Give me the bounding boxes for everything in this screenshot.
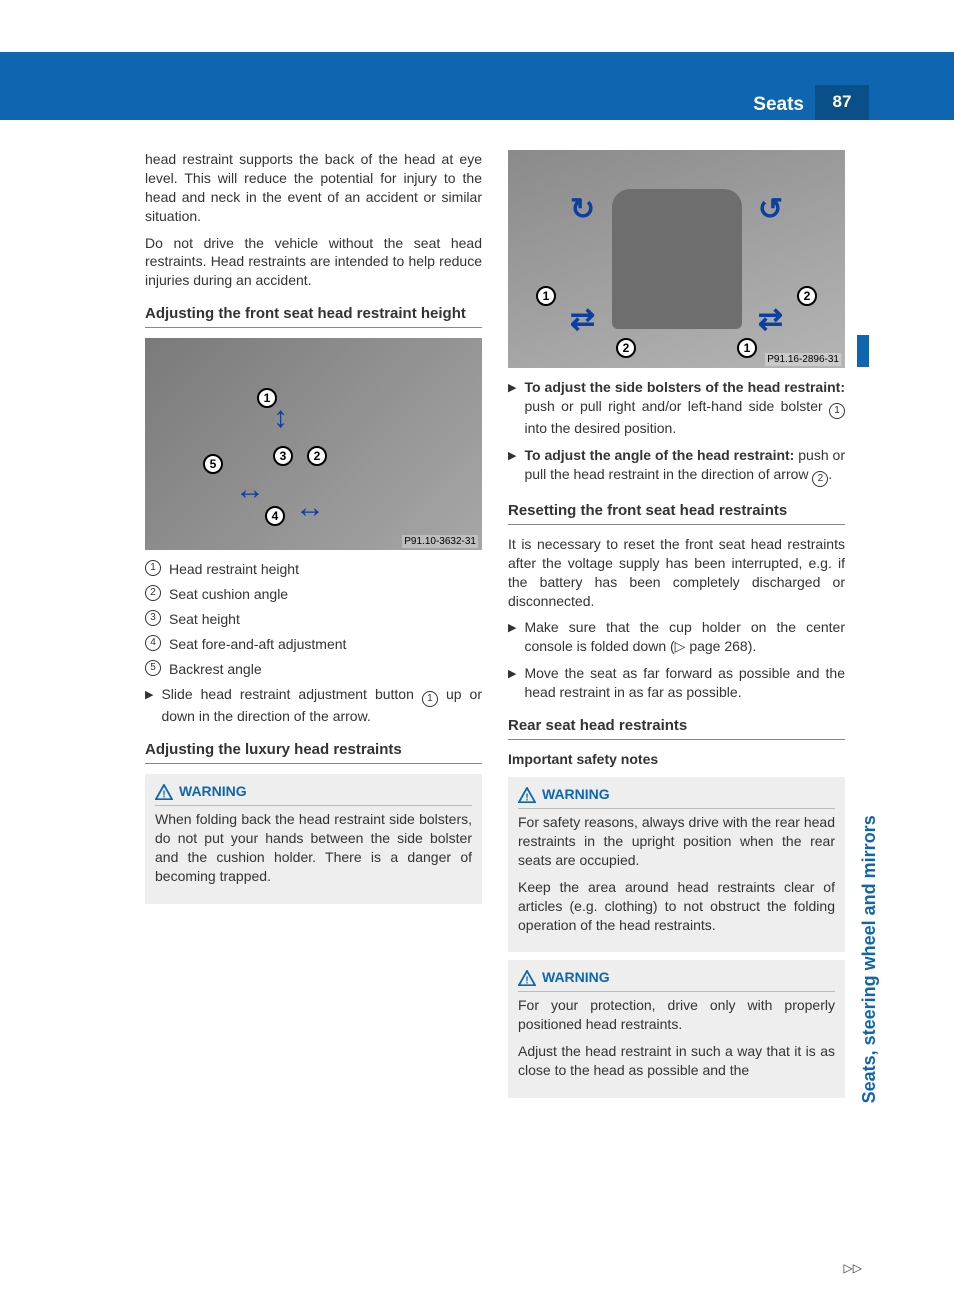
w1p1: For safety reasons, always drive with th… [518, 813, 835, 870]
triangle-icon: ▶ [508, 449, 516, 487]
heading-luxury: Adjusting the luxury head restraints [145, 740, 482, 764]
legend-4-text: Seat fore-and-aft adjustment [169, 635, 346, 654]
legend-5: 5Backrest angle [145, 660, 482, 679]
continue-icon: ▷▷ [844, 1260, 862, 1276]
warning-icon: ! [518, 787, 536, 803]
step-slide-text: Slide head restraint adjustment button 1… [161, 685, 482, 726]
heading-rear: Rear seat head restraints [508, 716, 845, 740]
b1b: push or pull right and/or left-hand side… [524, 398, 829, 414]
legend-1: 1Head restraint height [145, 560, 482, 579]
b2a: To adjust the angle of the head restrain… [524, 447, 794, 463]
step-slide: ▶ Slide head restraint adjustment button… [145, 685, 482, 726]
reset-para: It is necessary to reset the front seat … [508, 535, 845, 611]
triangle-icon: ▶ [508, 667, 516, 702]
legend-2-text: Seat cushion angle [169, 585, 288, 604]
legend-4: 4Seat fore-and-aft adjustment [145, 635, 482, 654]
warning-label: WARNING [179, 782, 247, 801]
warning-head: ! WARNING [518, 785, 835, 809]
svg-text:!: ! [525, 792, 528, 803]
reset-step-2: ▶ Move the seat as far forward as possib… [508, 664, 845, 702]
side-tab-label: Seats, steering wheel and mirrors [857, 815, 881, 1103]
legend-3-text: Seat height [169, 610, 240, 629]
w1p2: Keep the area around head restraints cle… [518, 878, 835, 935]
fig1-badge-3: 3 [273, 446, 293, 466]
warning-label: WARNING [542, 785, 610, 804]
subhead-safety: Important safety notes [508, 750, 845, 769]
bolster-step-1-text: To adjust the side bolsters of the head … [524, 378, 845, 438]
headrest-shape [612, 189, 742, 329]
figure-headrest: 1 2 2 1 ↻ ↺ ⇄ ⇄ P91.16-2896-31 [508, 150, 845, 368]
reset-step-2-text: Move the seat as far forward as possible… [524, 664, 845, 702]
legend-3: 3Seat height [145, 610, 482, 629]
heading-front-height: Adjusting the front seat head restraint … [145, 304, 482, 328]
warning-label: WARNING [542, 968, 610, 987]
fig1-badge-2: 2 [307, 446, 327, 466]
s1b: ). [748, 638, 757, 654]
intro-para-2: Do not drive the vehicle without the sea… [145, 234, 482, 291]
section-title: Seats [753, 92, 804, 118]
fig2-badge-2l: 2 [616, 338, 636, 358]
reset-step-1: ▶ Make sure that the cup holder on the c… [508, 618, 845, 656]
fig2-badge-1l: 1 [536, 286, 556, 306]
w2p2: Adjust the head restraint in such a way … [518, 1042, 835, 1080]
side-tab-marker [857, 335, 869, 367]
fig1-code: P91.10-3632-31 [402, 535, 478, 549]
crossref-268[interactable]: ▷ page 268 [675, 638, 748, 654]
bolster-step-2-text: To adjust the angle of the head restrain… [524, 446, 845, 487]
legend-1-text: Head restraint height [169, 560, 299, 579]
fig2-badge-2r: 2 [797, 286, 817, 306]
fig1-badge-5: 5 [203, 454, 223, 474]
step-a: Slide head restraint adjustment button [161, 686, 421, 702]
right-column: 1 2 2 1 ↻ ↺ ⇄ ⇄ P91.16-2896-31 ▶ To adju… [508, 150, 845, 1106]
legend-5-text: Backrest angle [169, 660, 262, 679]
intro-para-1: head restraint supports the back of the … [145, 150, 482, 226]
triangle-icon: ▶ [508, 381, 516, 438]
page-number: 87 [815, 85, 869, 120]
warning-icon: ! [155, 784, 173, 800]
legend-2: 2Seat cushion angle [145, 585, 482, 604]
b1a: To adjust the side bolsters of the head … [524, 379, 845, 395]
w2p1: For your protection, drive only with pro… [518, 996, 835, 1034]
b2c: . [828, 466, 832, 482]
reset-step-1-text: Make sure that the cup holder on the cen… [524, 618, 845, 656]
warning-rear-1: ! WARNING For safety reasons, always dri… [508, 777, 845, 952]
header-band [0, 52, 954, 120]
warning-luxury-text: When folding back the head restraint sid… [155, 810, 472, 886]
triangle-icon: ▶ [508, 621, 516, 656]
fig1-badge-4: 4 [265, 506, 285, 526]
fig2-code: P91.16-2896-31 [765, 353, 841, 367]
svg-text:!: ! [162, 789, 165, 800]
warning-head: ! WARNING [518, 968, 835, 992]
triangle-icon: ▶ [145, 688, 153, 726]
left-column: head restraint supports the back of the … [145, 150, 482, 1106]
svg-text:!: ! [525, 975, 528, 986]
warning-luxury: ! WARNING When folding back the head res… [145, 774, 482, 903]
heading-reset: Resetting the front seat head restraints [508, 501, 845, 525]
page-content: head restraint supports the back of the … [145, 150, 845, 1106]
bolster-step-1: ▶ To adjust the side bolsters of the hea… [508, 378, 845, 438]
fig2-badge-1r: 1 [737, 338, 757, 358]
warning-head: ! WARNING [155, 782, 472, 806]
warning-icon: ! [518, 970, 536, 986]
b1c: into the desired position. [524, 420, 676, 436]
warning-rear-2: ! WARNING For your protection, drive onl… [508, 960, 845, 1097]
bolster-step-2: ▶ To adjust the angle of the head restra… [508, 446, 845, 487]
figure-seat-controls: 1 2 3 4 5 ↔ ↔ ↕ P91.10-3632-31 [145, 338, 482, 550]
